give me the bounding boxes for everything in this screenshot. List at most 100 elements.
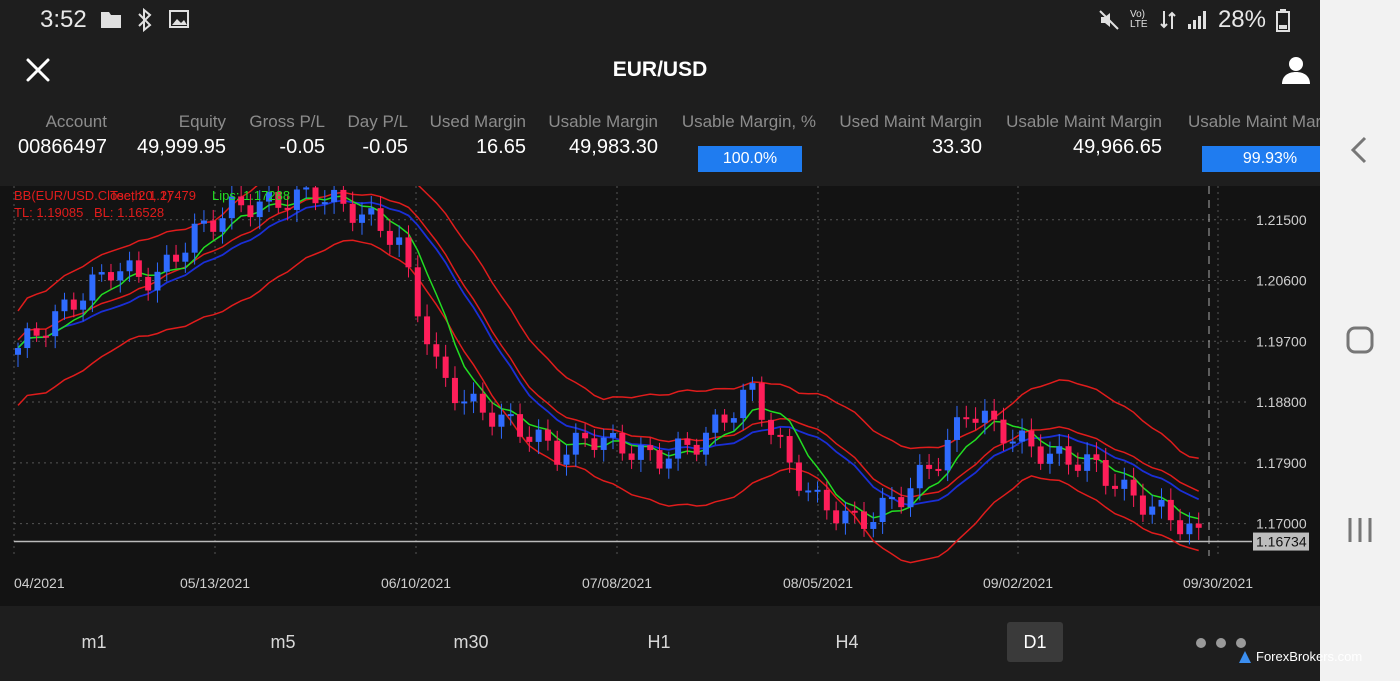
candle-body: [898, 497, 905, 508]
bluetooth-icon: [138, 8, 152, 32]
current-price-box: [1253, 532, 1309, 551]
candle-body: [405, 237, 412, 268]
candle-body: [238, 196, 245, 206]
account-field-day-pl: Day P/L -0.05: [347, 112, 408, 158]
candle-body: [247, 205, 254, 218]
candle-body: [24, 328, 31, 349]
candle-body: [926, 464, 933, 469]
status-bar: 3:52 Vo) LTE 28%: [0, 0, 1320, 40]
mute-icon: [1099, 10, 1119, 30]
candle-body: [321, 202, 328, 205]
candle-body: [544, 429, 551, 441]
candle-body: [80, 300, 87, 310]
candle-body: [433, 344, 440, 357]
candle-body: [331, 189, 338, 203]
candle-body: [154, 271, 161, 291]
candle-body: [665, 458, 672, 469]
candle-body: [135, 260, 142, 277]
candle-body: [851, 510, 858, 513]
price-chart[interactable]: 1.21500 1.20600 1.19700 1.18800 1.17900 1.170…: [0, 186, 1320, 606]
candle-body: [507, 414, 514, 417]
account-field-equity: Equity 49,999.95: [137, 112, 226, 158]
x-tick-label: 08/05/2021: [783, 575, 853, 591]
candle-body: [1028, 430, 1035, 447]
more-dot-icon: [1196, 638, 1206, 648]
candle-body: [619, 432, 626, 454]
candle-body: [191, 223, 198, 253]
folder-icon: [101, 12, 121, 28]
image-icon: [169, 10, 189, 28]
candle-body: [1056, 446, 1063, 454]
candle-body: [730, 418, 737, 423]
candle-body: [42, 335, 49, 338]
timeframe-m30[interactable]: m30: [453, 632, 489, 652]
candle-body: [1139, 495, 1146, 515]
candle-body: [461, 401, 468, 404]
candle-body: [814, 489, 821, 492]
candle-body: [842, 510, 849, 524]
candle-body: [1149, 506, 1156, 515]
candle-body: [1121, 479, 1128, 489]
account-field-used-margin: Used Margin 16.65: [429, 112, 526, 158]
candle-body: [1019, 430, 1026, 442]
candle-body: [935, 468, 942, 471]
candle-body: [1046, 453, 1053, 464]
candle-body: [1167, 499, 1174, 521]
candle-body: [1112, 485, 1119, 489]
candle-body: [823, 489, 830, 511]
more-timeframes-button[interactable]: [1196, 638, 1246, 648]
candle-body: [1074, 464, 1081, 471]
candle-body: [572, 432, 579, 455]
candle-body: [349, 203, 356, 223]
user-icon[interactable]: [1278, 52, 1314, 88]
close-icon[interactable]: [22, 54, 54, 86]
candle-body: [861, 511, 868, 529]
app-screen: 3:52 Vo) LTE 28% EUR/USD Account 0086649…: [0, 0, 1320, 681]
more-dot-icon: [1236, 638, 1246, 648]
candle-body: [786, 436, 793, 463]
candle-body: [1065, 446, 1072, 465]
timeframe-d1[interactable]: D1: [1007, 622, 1063, 662]
candle-body: [284, 207, 291, 210]
candle-body: [953, 417, 960, 440]
timeframe-h1[interactable]: H1: [647, 632, 671, 652]
timeframe-bar: m1 m5 m30 H1 H4 D1: [0, 606, 1320, 681]
candle-body: [647, 445, 654, 451]
home-icon[interactable]: [1340, 320, 1380, 360]
account-summary-strip: Account 00866497 Equity 49,999.95 Gross …: [0, 104, 1320, 186]
candle-body: [98, 272, 105, 275]
candle-body: [303, 187, 310, 190]
teeth-line: [17, 199, 1200, 507]
candle-body: [963, 417, 970, 420]
candle-body: [1177, 520, 1184, 535]
recents-icon[interactable]: [1340, 510, 1380, 550]
x-tick-label: 09/02/2021: [983, 575, 1053, 591]
candle-body: [442, 356, 449, 378]
y-tick-label: 1.21500: [1256, 212, 1307, 228]
page-title: EUR/USD: [612, 58, 708, 81]
bollinger-mid-line: [17, 191, 1200, 498]
candle-body: [675, 438, 682, 459]
candle-body: [1093, 454, 1100, 461]
candle-body: [266, 192, 273, 202]
candle-body: [879, 497, 886, 523]
network-label: Vo) LTE: [1129, 9, 1148, 30]
candle-body: [591, 438, 598, 450]
chevron-left-icon[interactable]: [1340, 130, 1380, 170]
candle-body: [182, 252, 189, 262]
candle-body: [693, 444, 700, 455]
candle-body: [479, 393, 486, 413]
candle-body: [721, 414, 728, 423]
candle-body: [358, 214, 365, 223]
timeframe-h4[interactable]: H4: [835, 632, 859, 652]
battery-level: 28%: [1217, 6, 1266, 33]
timeframe-m5[interactable]: m5: [270, 632, 296, 652]
candle-body: [637, 445, 644, 460]
usable-margin-pct-bar: 100.0%: [698, 146, 802, 172]
candle-body: [173, 254, 180, 262]
y-tick-label: 1.20600: [1256, 273, 1307, 289]
candle-body: [451, 377, 458, 404]
x-tick-label: 07/08/2021: [582, 575, 652, 591]
indicator-label-bb: BB(EUR/USD.Close, 20, 2): [14, 188, 172, 203]
timeframe-m1[interactable]: m1: [81, 632, 107, 652]
